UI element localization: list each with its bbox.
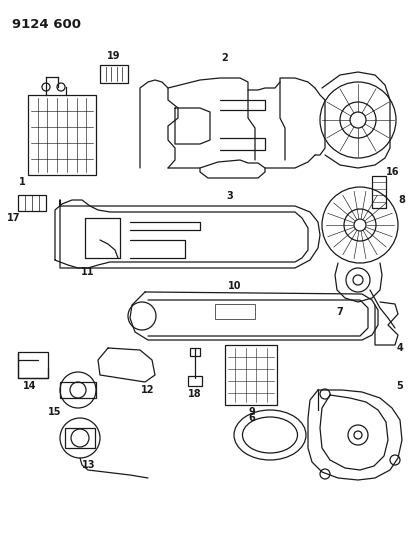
Text: 18: 18 <box>188 389 202 399</box>
Bar <box>372 176 386 208</box>
Text: 8: 8 <box>399 195 405 205</box>
Bar <box>215 304 255 319</box>
Bar <box>18 195 46 211</box>
Text: 6: 6 <box>249 413 255 423</box>
Text: 3: 3 <box>226 191 233 201</box>
Bar <box>65 428 95 448</box>
Text: 15: 15 <box>48 407 62 417</box>
Text: 9124 600: 9124 600 <box>12 18 81 31</box>
Text: 14: 14 <box>23 381 37 391</box>
Text: 4: 4 <box>397 343 403 353</box>
Bar <box>28 95 96 175</box>
Text: 16: 16 <box>386 167 399 177</box>
Text: 17: 17 <box>7 213 21 223</box>
Bar <box>188 376 202 386</box>
Text: 9: 9 <box>249 407 255 417</box>
Text: 5: 5 <box>397 381 403 391</box>
Text: 10: 10 <box>228 281 242 291</box>
Bar <box>18 352 48 378</box>
Bar <box>60 382 96 398</box>
Text: 2: 2 <box>222 53 229 63</box>
Text: 13: 13 <box>82 460 95 470</box>
Bar <box>190 348 200 356</box>
Bar <box>100 65 128 83</box>
Text: 7: 7 <box>337 307 343 317</box>
Text: 1: 1 <box>18 177 25 187</box>
Text: 12: 12 <box>141 385 155 395</box>
Text: 19: 19 <box>107 51 121 61</box>
Bar <box>225 345 277 405</box>
Text: 11: 11 <box>81 267 95 277</box>
